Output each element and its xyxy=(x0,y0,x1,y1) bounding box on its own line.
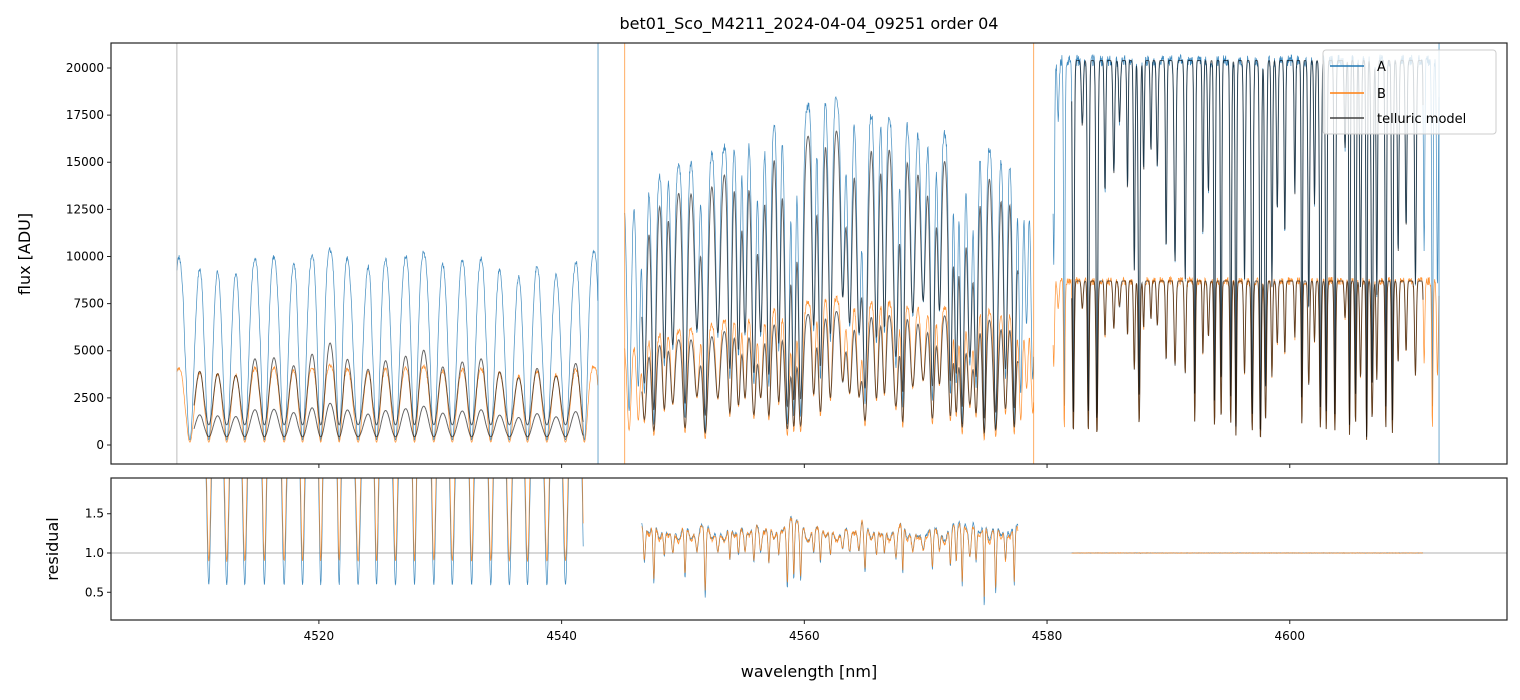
residual-plot-area xyxy=(111,478,1507,606)
y-tick-label: 20000 xyxy=(66,61,104,75)
x-tick-label: 4560 xyxy=(789,629,820,643)
legend-box xyxy=(1322,49,1497,135)
telluric-model-b-line xyxy=(193,280,1424,440)
chart-title: bet01_Sco_M4211_2024-04-04_09251 order 0… xyxy=(620,14,999,34)
legend: A B telluric model xyxy=(1322,49,1497,135)
residual-y-tick-label: 1.5 xyxy=(85,507,104,521)
telluric-model-a-line xyxy=(193,59,1424,437)
residual-y-tick-label: 1.0 xyxy=(85,546,104,560)
residual-y-tick-label: 0.5 xyxy=(85,585,104,599)
y-tick-label: 5000 xyxy=(73,344,104,358)
residual-axes-frame xyxy=(110,477,1508,621)
y-tick-label: 17500 xyxy=(66,108,104,122)
residual-b-line xyxy=(206,478,1424,597)
y-tick-label: 2500 xyxy=(73,391,104,405)
x-tick-label: 4580 xyxy=(1032,629,1063,643)
x-tick-label: 4540 xyxy=(546,629,577,643)
y-tick-label: 10000 xyxy=(66,249,104,263)
y-tick-label: 7500 xyxy=(73,297,104,311)
axes: 0 2500 5000 7500 10000 12500 15000 17500 20000 0.… xyxy=(66,42,1508,643)
series-a-line xyxy=(176,53,1440,442)
legend-label-b: B xyxy=(1377,87,1386,102)
x-axis-label: wavelength [nm] xyxy=(741,662,878,681)
x-tick-label: 4520 xyxy=(304,629,335,643)
flux-plot-area xyxy=(176,43,1440,464)
legend-label-a: A xyxy=(1377,60,1386,75)
y-axis-label-flux: flux [ADU] xyxy=(15,213,34,295)
y-tick-label: 0 xyxy=(96,438,104,452)
y-axis-label-residual: residual xyxy=(43,517,62,580)
x-tick-label: 4600 xyxy=(1274,629,1305,643)
y-tick-label: 15000 xyxy=(66,155,104,169)
y-tick-label: 12500 xyxy=(66,202,104,216)
legend-label-telluric-model: telluric model xyxy=(1377,112,1466,127)
flux-axes-frame xyxy=(110,42,1508,465)
